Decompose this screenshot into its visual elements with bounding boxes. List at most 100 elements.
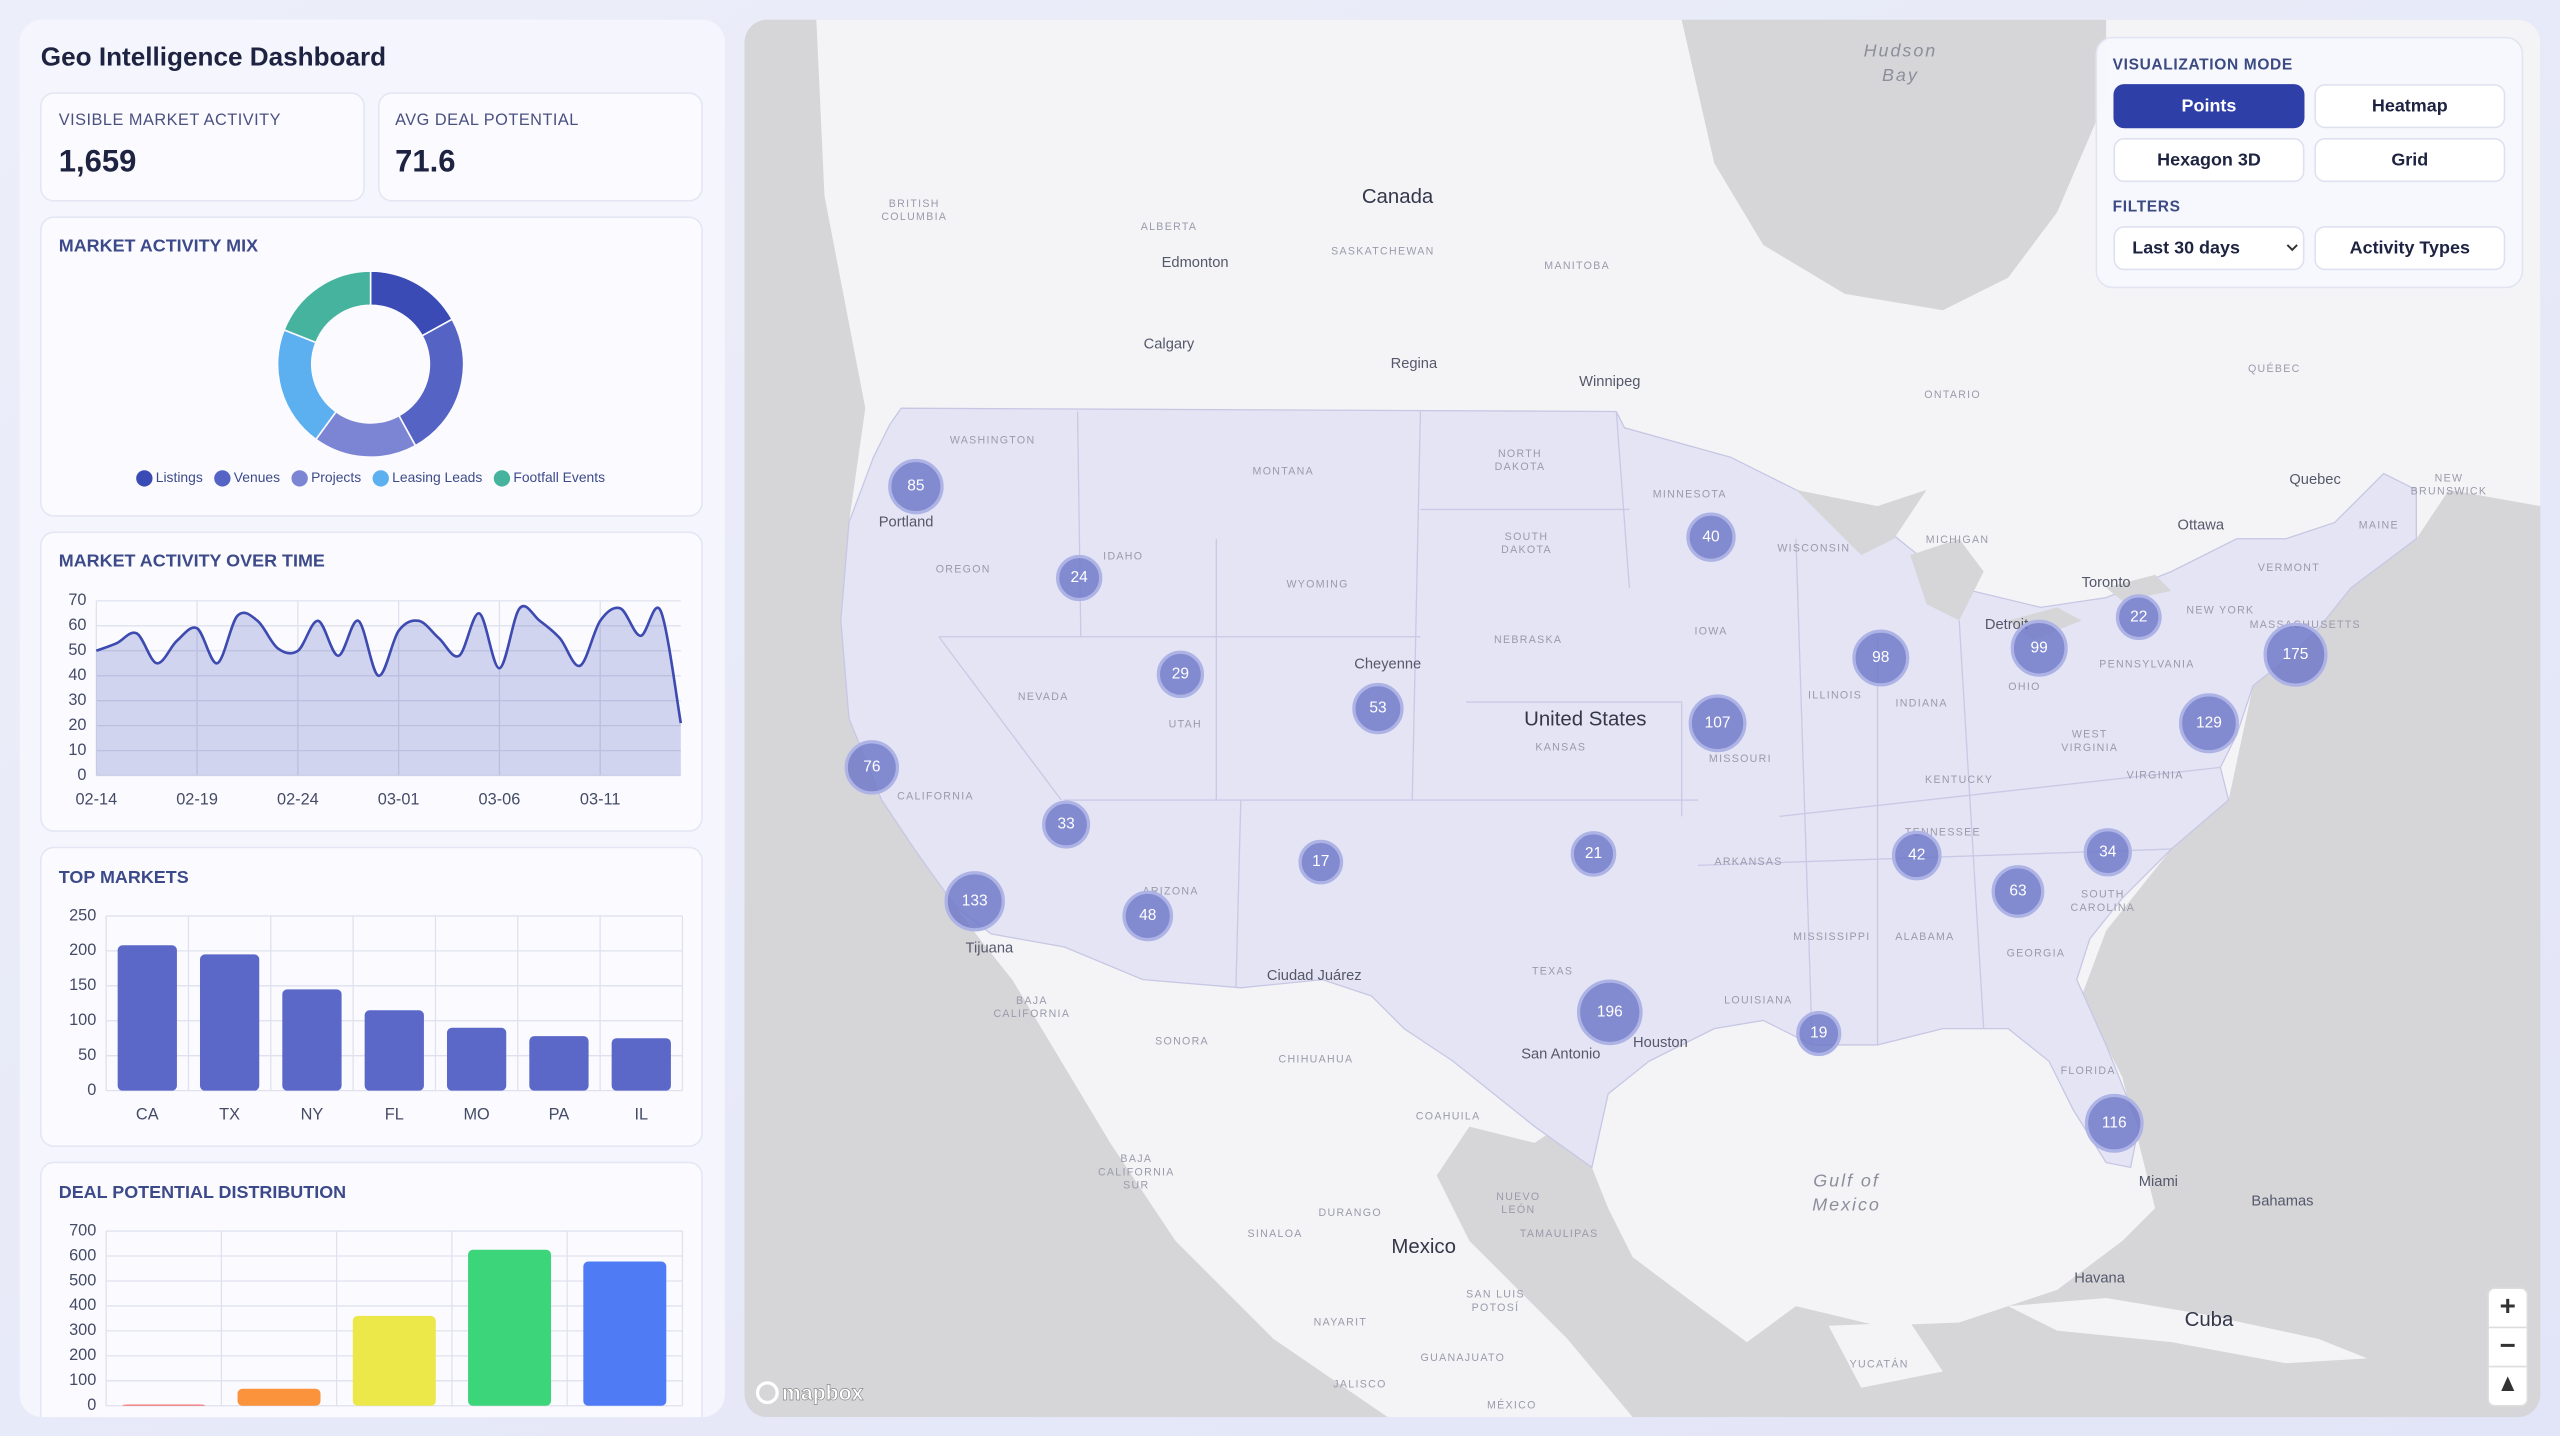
region-label: ARIZONA bbox=[1142, 885, 1198, 897]
cluster-count: 24 bbox=[1071, 569, 1089, 586]
city-label: Regina bbox=[1391, 356, 1438, 372]
y-tick-label: 0 bbox=[87, 1396, 96, 1414]
cluster[interactable] bbox=[1688, 694, 1747, 753]
map[interactable]: BRITISH COLUMBIA ALBERTA SASKATCHEWAN MANITO… bbox=[744, 19, 2541, 1418]
region-label-line: CALIFORNIA bbox=[993, 1008, 1070, 1020]
region-label: BAJA CALIFORNIA bbox=[993, 995, 1070, 1020]
select-caret bbox=[2286, 244, 2298, 252]
cluster[interactable] bbox=[2010, 619, 2068, 677]
cluster-count: 76 bbox=[863, 758, 880, 775]
region-label: MINNESOTA bbox=[1653, 489, 1727, 501]
cluster[interactable] bbox=[1056, 554, 1103, 602]
region-label-line: SUR bbox=[1123, 1179, 1149, 1191]
cluster[interactable] bbox=[1852, 629, 1910, 687]
cluster-count: 98 bbox=[1872, 649, 1889, 666]
chart-title: TOP MARKETS bbox=[59, 867, 189, 887]
mode-button[interactable] bbox=[2113, 137, 2305, 183]
y-tick-label: 250 bbox=[69, 906, 96, 924]
region-label: TAMAULIPAS bbox=[1520, 1228, 1599, 1240]
control-heading: FILTERS bbox=[2113, 198, 2181, 215]
legend-swatch bbox=[136, 470, 153, 487]
cluster-count: 133 bbox=[962, 892, 988, 909]
region-label: MAINE bbox=[2359, 520, 2399, 532]
cluster[interactable] bbox=[1352, 682, 1404, 735]
cluster[interactable] bbox=[1686, 512, 1736, 562]
cluster[interactable] bbox=[1156, 650, 1205, 699]
zoom-out[interactable]: − bbox=[2500, 1329, 2516, 1360]
chart-title: MARKET ACTIVITY MIX bbox=[59, 235, 258, 255]
cluster[interactable] bbox=[2178, 693, 2239, 754]
y-tick-label: 0 bbox=[77, 766, 86, 784]
cluster[interactable] bbox=[888, 458, 944, 515]
filter-button[interactable] bbox=[2314, 226, 2506, 271]
logo-icon bbox=[755, 1381, 779, 1405]
y-tick-label: 100 bbox=[69, 1011, 96, 1029]
region-label: NEW YORK bbox=[2186, 604, 2254, 616]
x-tick-label: 03-01 bbox=[378, 790, 420, 808]
cluster-count: 34 bbox=[2099, 843, 2117, 860]
region-label: COAHUILA bbox=[1416, 1111, 1481, 1123]
legend-label: Footfall Events bbox=[513, 469, 605, 485]
cluster[interactable] bbox=[944, 871, 1005, 932]
region-label-line: SOUTH bbox=[2081, 889, 2125, 901]
water-label-line: Bay bbox=[1882, 65, 1919, 85]
region-label: SAN LUIS POTOSÍ bbox=[1466, 1289, 1525, 1314]
x-tick-label: FL bbox=[385, 1105, 404, 1123]
city-label: Quebec bbox=[2289, 472, 2340, 488]
region-label: INDIANA bbox=[1896, 698, 1948, 710]
region-label: ALABAMA bbox=[1895, 931, 1954, 943]
region-label: VERMONT bbox=[2258, 562, 2320, 574]
cluster[interactable] bbox=[1891, 830, 1942, 881]
mode-button[interactable] bbox=[2314, 137, 2506, 183]
mode-button[interactable] bbox=[2113, 84, 2305, 129]
region-label: QUÉBEC bbox=[2248, 362, 2301, 375]
x-tick-label: 03-11 bbox=[580, 790, 621, 808]
cluster[interactable] bbox=[2084, 1093, 2144, 1153]
region-label-line: SAN LUIS bbox=[1466, 1289, 1525, 1301]
cluster[interactable] bbox=[1122, 890, 1174, 942]
region-label: WASHINGTON bbox=[950, 435, 1036, 447]
region-label: SOUTH CAROLINA bbox=[2071, 889, 2136, 914]
mode-button-label: Grid bbox=[2391, 150, 2428, 170]
mode-button[interactable] bbox=[2314, 84, 2506, 129]
cluster[interactable] bbox=[1796, 1010, 1842, 1057]
zoom-in[interactable]: + bbox=[2500, 1290, 2516, 1321]
period-select[interactable] bbox=[2113, 226, 2305, 271]
bar bbox=[352, 1315, 436, 1406]
cluster[interactable] bbox=[1570, 831, 1617, 877]
city-label: Bahamas bbox=[2251, 1194, 2313, 1210]
country-label: Canada bbox=[1362, 186, 1434, 208]
cluster[interactable] bbox=[1991, 865, 2045, 918]
compass[interactable] bbox=[2501, 1376, 2515, 1392]
region-label-line: POTOSÍ bbox=[1472, 1301, 1520, 1314]
legend-swatch bbox=[214, 470, 231, 487]
region-label: NEBRASKA bbox=[1494, 634, 1562, 646]
region-label: OHIO bbox=[2008, 681, 2040, 693]
region-label: LOUISIANA bbox=[1724, 995, 1792, 1007]
area bbox=[96, 606, 681, 776]
cluster[interactable] bbox=[2263, 622, 2328, 687]
region-label: VIRGINIA bbox=[2127, 769, 2184, 781]
bar bbox=[446, 1027, 507, 1091]
region-label-line: BRITISH bbox=[889, 198, 940, 210]
cluster[interactable] bbox=[2083, 828, 2132, 877]
legend-label: Leasing Leads bbox=[392, 469, 482, 485]
chart-card bbox=[40, 216, 703, 517]
mode-button-label: Hexagon 3D bbox=[2157, 150, 2261, 170]
region-label: BRITISH COLUMBIA bbox=[881, 198, 947, 223]
region-label: SASKATCHEWAN bbox=[1331, 245, 1435, 257]
city-label: Toronto bbox=[2082, 575, 2131, 591]
region-label-line: DAKOTA bbox=[1501, 544, 1552, 556]
region-label: ONTARIO bbox=[1924, 389, 1981, 401]
x-tick-label: MO bbox=[463, 1105, 489, 1123]
cluster[interactable] bbox=[1298, 839, 1344, 885]
y-tick-label: 700 bbox=[69, 1221, 96, 1239]
cluster[interactable] bbox=[2115, 594, 2162, 641]
region-label-line: COLUMBIA bbox=[881, 211, 947, 223]
cluster-count: 53 bbox=[1369, 700, 1386, 717]
cluster[interactable] bbox=[1576, 979, 1643, 1046]
region-label: FLORIDA bbox=[2061, 1065, 2116, 1077]
cluster[interactable] bbox=[1042, 800, 1091, 849]
cluster[interactable] bbox=[844, 740, 900, 795]
